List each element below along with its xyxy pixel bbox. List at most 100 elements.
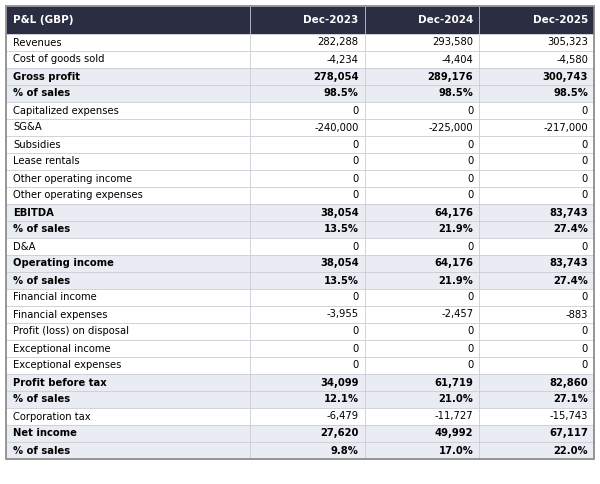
- Text: % of sales: % of sales: [13, 445, 70, 455]
- Bar: [6, 85, 250, 102]
- Text: Operating income: Operating income: [13, 258, 114, 269]
- Bar: [365, 272, 479, 289]
- Bar: [365, 323, 479, 340]
- Text: -11,727: -11,727: [435, 411, 473, 422]
- Bar: [365, 187, 479, 204]
- Bar: [250, 374, 365, 391]
- Text: 0: 0: [582, 106, 588, 116]
- Text: 305,323: 305,323: [547, 37, 588, 47]
- Text: 34,099: 34,099: [320, 378, 359, 388]
- Text: 27.4%: 27.4%: [553, 225, 588, 235]
- Bar: [250, 442, 365, 459]
- Text: 38,054: 38,054: [320, 208, 359, 217]
- Bar: [479, 374, 594, 391]
- Bar: [479, 289, 594, 306]
- Text: Dec-2024: Dec-2024: [418, 15, 473, 25]
- Bar: [365, 221, 479, 238]
- Bar: [479, 85, 594, 102]
- Text: P&L (GBP): P&L (GBP): [13, 15, 74, 25]
- Text: 0: 0: [467, 327, 473, 336]
- Text: -4,404: -4,404: [442, 55, 473, 64]
- Bar: [6, 119, 250, 136]
- Text: 0: 0: [582, 292, 588, 302]
- Text: Exceptional income: Exceptional income: [13, 344, 110, 353]
- Bar: [6, 170, 250, 187]
- Bar: [365, 357, 479, 374]
- Text: 98.5%: 98.5%: [439, 89, 473, 99]
- Bar: [6, 391, 250, 408]
- Text: 38,054: 38,054: [320, 258, 359, 269]
- Text: 0: 0: [582, 191, 588, 200]
- Bar: [6, 187, 250, 204]
- Text: 13.5%: 13.5%: [323, 225, 359, 235]
- Text: -240,000: -240,000: [314, 122, 359, 133]
- Bar: [365, 374, 479, 391]
- Text: 0: 0: [582, 327, 588, 336]
- Text: Financial income: Financial income: [13, 292, 97, 302]
- Bar: [365, 34, 479, 51]
- Bar: [6, 68, 250, 85]
- Text: 0: 0: [467, 344, 473, 353]
- Text: 0: 0: [582, 173, 588, 183]
- Bar: [365, 51, 479, 68]
- Bar: [6, 136, 250, 153]
- Bar: [365, 136, 479, 153]
- Text: 278,054: 278,054: [313, 72, 359, 81]
- Text: % of sales: % of sales: [13, 394, 70, 405]
- Bar: [479, 102, 594, 119]
- Bar: [250, 34, 365, 51]
- Text: Net income: Net income: [13, 428, 77, 439]
- Text: Gross profit: Gross profit: [13, 72, 80, 81]
- Text: 0: 0: [582, 156, 588, 166]
- Text: 9.8%: 9.8%: [331, 445, 359, 455]
- Bar: [479, 306, 594, 323]
- Bar: [365, 289, 479, 306]
- Text: -2,457: -2,457: [441, 309, 473, 319]
- Text: 0: 0: [582, 344, 588, 353]
- Text: 49,992: 49,992: [435, 428, 473, 439]
- Bar: [365, 102, 479, 119]
- Text: -3,955: -3,955: [326, 309, 359, 319]
- Text: 27.4%: 27.4%: [553, 275, 588, 286]
- Bar: [6, 221, 250, 238]
- Text: 21.9%: 21.9%: [439, 275, 473, 286]
- Text: Financial expenses: Financial expenses: [13, 309, 107, 319]
- Bar: [250, 136, 365, 153]
- Bar: [479, 323, 594, 340]
- Text: Cost of goods sold: Cost of goods sold: [13, 55, 104, 64]
- Text: Profit (loss) on disposal: Profit (loss) on disposal: [13, 327, 129, 336]
- Bar: [365, 425, 479, 442]
- Text: 27,620: 27,620: [320, 428, 359, 439]
- Bar: [250, 306, 365, 323]
- Bar: [479, 119, 594, 136]
- Bar: [479, 136, 594, 153]
- Bar: [479, 357, 594, 374]
- Bar: [365, 119, 479, 136]
- Bar: [6, 102, 250, 119]
- Text: -883: -883: [566, 309, 588, 319]
- Text: 0: 0: [467, 173, 473, 183]
- Bar: [250, 68, 365, 85]
- Text: 0: 0: [352, 173, 359, 183]
- Text: 0: 0: [352, 106, 359, 116]
- Bar: [479, 34, 594, 51]
- Bar: [6, 238, 250, 255]
- Text: 0: 0: [467, 156, 473, 166]
- Bar: [365, 306, 479, 323]
- Text: 67,117: 67,117: [549, 428, 588, 439]
- Text: 0: 0: [467, 191, 473, 200]
- Bar: [6, 289, 250, 306]
- Text: 0: 0: [582, 361, 588, 370]
- Text: Other operating income: Other operating income: [13, 173, 132, 183]
- Text: Revenues: Revenues: [13, 37, 62, 47]
- Text: 0: 0: [467, 242, 473, 252]
- Text: 0: 0: [582, 139, 588, 150]
- Bar: [6, 340, 250, 357]
- Bar: [479, 68, 594, 85]
- Bar: [250, 119, 365, 136]
- Bar: [250, 221, 365, 238]
- Bar: [479, 238, 594, 255]
- Text: % of sales: % of sales: [13, 89, 70, 99]
- Bar: [6, 442, 250, 459]
- Bar: [479, 153, 594, 170]
